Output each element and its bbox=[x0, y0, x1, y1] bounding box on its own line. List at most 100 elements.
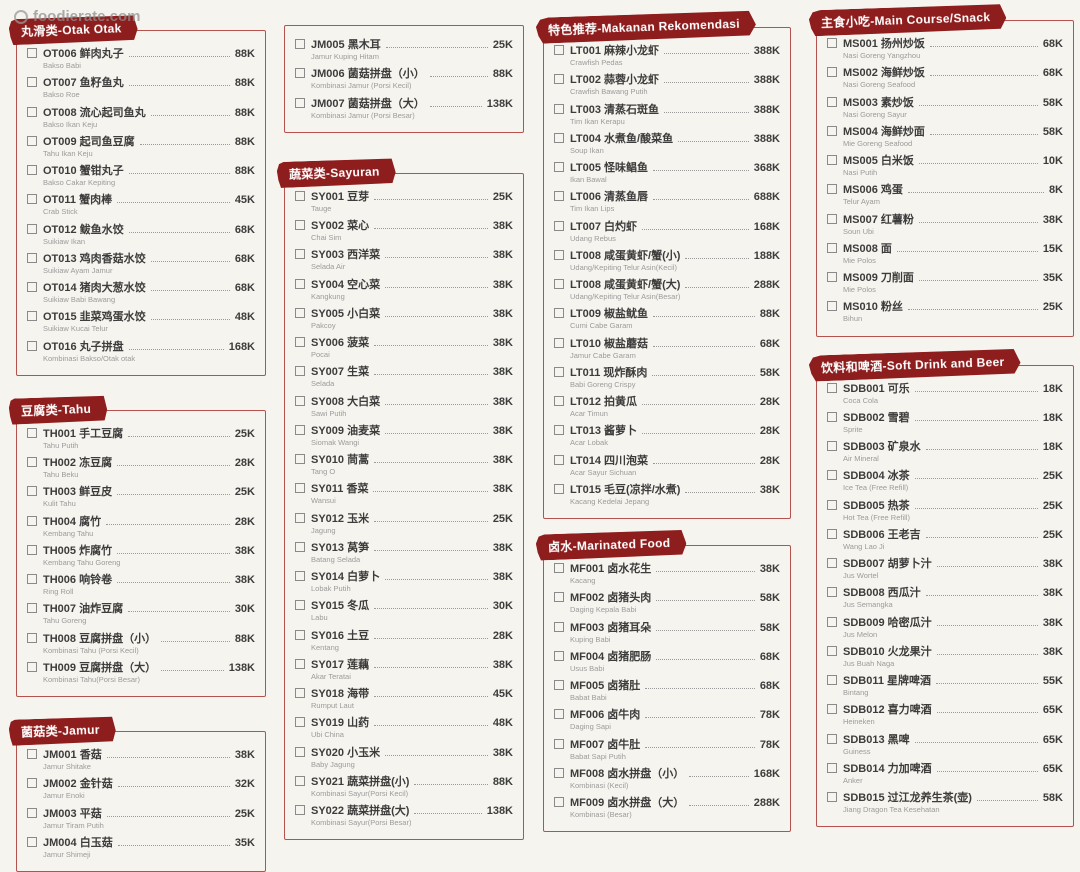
dotted-leader bbox=[373, 491, 488, 493]
item-checkbox[interactable] bbox=[27, 486, 37, 497]
item-checkbox[interactable] bbox=[27, 223, 37, 234]
item-checkbox[interactable] bbox=[27, 252, 37, 263]
item-checkbox[interactable] bbox=[554, 454, 564, 465]
item-checkbox[interactable] bbox=[827, 587, 837, 598]
item-checkbox[interactable] bbox=[27, 544, 37, 555]
item-checkbox[interactable] bbox=[295, 746, 305, 757]
item-checkbox[interactable] bbox=[27, 807, 37, 818]
item-checkbox[interactable] bbox=[827, 733, 837, 744]
item-checkbox[interactable] bbox=[554, 337, 564, 348]
item-checkbox[interactable] bbox=[295, 512, 305, 523]
item-checkbox[interactable] bbox=[554, 797, 564, 807]
item-checkbox[interactable] bbox=[295, 688, 305, 698]
item-checkbox[interactable] bbox=[554, 650, 564, 661]
item-checkbox[interactable] bbox=[554, 249, 564, 260]
item-checkbox[interactable] bbox=[827, 67, 837, 78]
item-checkbox[interactable] bbox=[27, 661, 37, 672]
item-checkbox[interactable] bbox=[554, 74, 564, 85]
item-checkbox[interactable] bbox=[295, 600, 305, 611]
item-checkbox[interactable] bbox=[827, 184, 837, 195]
item-checkbox[interactable] bbox=[295, 249, 305, 260]
item-checkbox[interactable] bbox=[554, 396, 564, 406]
item-checkbox[interactable] bbox=[827, 242, 837, 253]
item-checkbox[interactable] bbox=[554, 483, 564, 494]
item-checkbox[interactable] bbox=[827, 38, 837, 48]
item-checkbox[interactable] bbox=[295, 68, 305, 79]
item-checkbox[interactable] bbox=[295, 307, 305, 318]
item-checkbox[interactable] bbox=[827, 125, 837, 136]
item-checkbox[interactable] bbox=[827, 616, 837, 627]
item-checkbox[interactable] bbox=[295, 424, 305, 435]
item-checkbox[interactable] bbox=[295, 39, 305, 49]
item-checkbox[interactable] bbox=[827, 470, 837, 481]
item-checkbox[interactable] bbox=[827, 528, 837, 539]
item-checkbox[interactable] bbox=[295, 190, 305, 201]
item-checkbox[interactable] bbox=[27, 574, 37, 584]
item-checkbox[interactable] bbox=[295, 483, 305, 494]
item-checkbox[interactable] bbox=[554, 680, 564, 690]
item-checkbox[interactable] bbox=[27, 836, 37, 847]
item-checkbox[interactable] bbox=[554, 366, 564, 377]
item-checkbox[interactable] bbox=[827, 499, 837, 510]
item-checkbox[interactable] bbox=[827, 411, 837, 422]
item-checkbox[interactable] bbox=[827, 382, 837, 393]
item-checkbox[interactable] bbox=[827, 213, 837, 224]
item-checkbox[interactable] bbox=[295, 658, 305, 669]
item-checkbox[interactable] bbox=[827, 792, 837, 802]
item-checkbox[interactable] bbox=[27, 135, 37, 146]
item-checkbox[interactable] bbox=[27, 282, 37, 292]
item-checkbox[interactable] bbox=[27, 165, 37, 175]
item-checkbox[interactable] bbox=[27, 48, 37, 58]
item-checkbox[interactable] bbox=[295, 337, 305, 347]
item-checkbox[interactable] bbox=[554, 767, 564, 778]
item-checkbox[interactable] bbox=[295, 278, 305, 289]
item-checkbox[interactable] bbox=[827, 272, 837, 282]
item-checkbox[interactable] bbox=[554, 220, 564, 231]
item-checkbox[interactable] bbox=[27, 340, 37, 351]
item-checkbox[interactable] bbox=[295, 541, 305, 552]
item-checkbox[interactable] bbox=[27, 457, 37, 467]
item-checkbox[interactable] bbox=[554, 45, 564, 55]
item-checkbox[interactable] bbox=[27, 778, 37, 789]
item-checkbox[interactable] bbox=[295, 366, 305, 377]
item-checkbox[interactable] bbox=[295, 629, 305, 640]
item-checkbox[interactable] bbox=[554, 308, 564, 319]
item-checkbox[interactable] bbox=[827, 645, 837, 656]
item-checkbox[interactable] bbox=[295, 454, 305, 464]
item-checkbox[interactable] bbox=[827, 558, 837, 568]
item-checkbox[interactable] bbox=[827, 96, 837, 107]
item-checkbox[interactable] bbox=[554, 563, 564, 573]
item-checkbox[interactable] bbox=[554, 132, 564, 143]
item-checkbox[interactable] bbox=[27, 603, 37, 614]
item-checkbox[interactable] bbox=[27, 77, 37, 88]
item-checkbox[interactable] bbox=[295, 395, 305, 406]
item-checkbox[interactable] bbox=[554, 162, 564, 172]
item-checkbox[interactable] bbox=[827, 675, 837, 685]
item-checkbox[interactable] bbox=[27, 194, 37, 205]
item-checkbox[interactable] bbox=[554, 191, 564, 202]
item-checkbox[interactable] bbox=[27, 515, 37, 526]
item-checkbox[interactable] bbox=[27, 632, 37, 643]
item-checkbox[interactable] bbox=[27, 311, 37, 322]
item-checkbox[interactable] bbox=[295, 97, 305, 108]
item-checkbox[interactable] bbox=[295, 805, 305, 815]
item-checkbox[interactable] bbox=[554, 279, 564, 289]
item-checkbox[interactable] bbox=[27, 749, 37, 759]
item-checkbox[interactable] bbox=[295, 220, 305, 230]
item-checkbox[interactable] bbox=[554, 709, 564, 720]
item-checkbox[interactable] bbox=[827, 704, 837, 715]
item-checkbox[interactable] bbox=[295, 571, 305, 581]
item-checkbox[interactable] bbox=[554, 425, 564, 436]
item-checkbox[interactable] bbox=[295, 775, 305, 786]
item-checkbox[interactable] bbox=[295, 717, 305, 728]
item-checkbox[interactable] bbox=[827, 301, 837, 312]
item-checkbox[interactable] bbox=[554, 103, 564, 114]
item-checkbox[interactable] bbox=[827, 762, 837, 773]
item-checkbox[interactable] bbox=[27, 427, 37, 438]
item-checkbox[interactable] bbox=[554, 738, 564, 749]
item-checkbox[interactable] bbox=[554, 621, 564, 632]
item-checkbox[interactable] bbox=[27, 106, 37, 117]
item-checkbox[interactable] bbox=[827, 155, 837, 165]
item-checkbox[interactable] bbox=[827, 441, 837, 451]
item-checkbox[interactable] bbox=[554, 592, 564, 603]
